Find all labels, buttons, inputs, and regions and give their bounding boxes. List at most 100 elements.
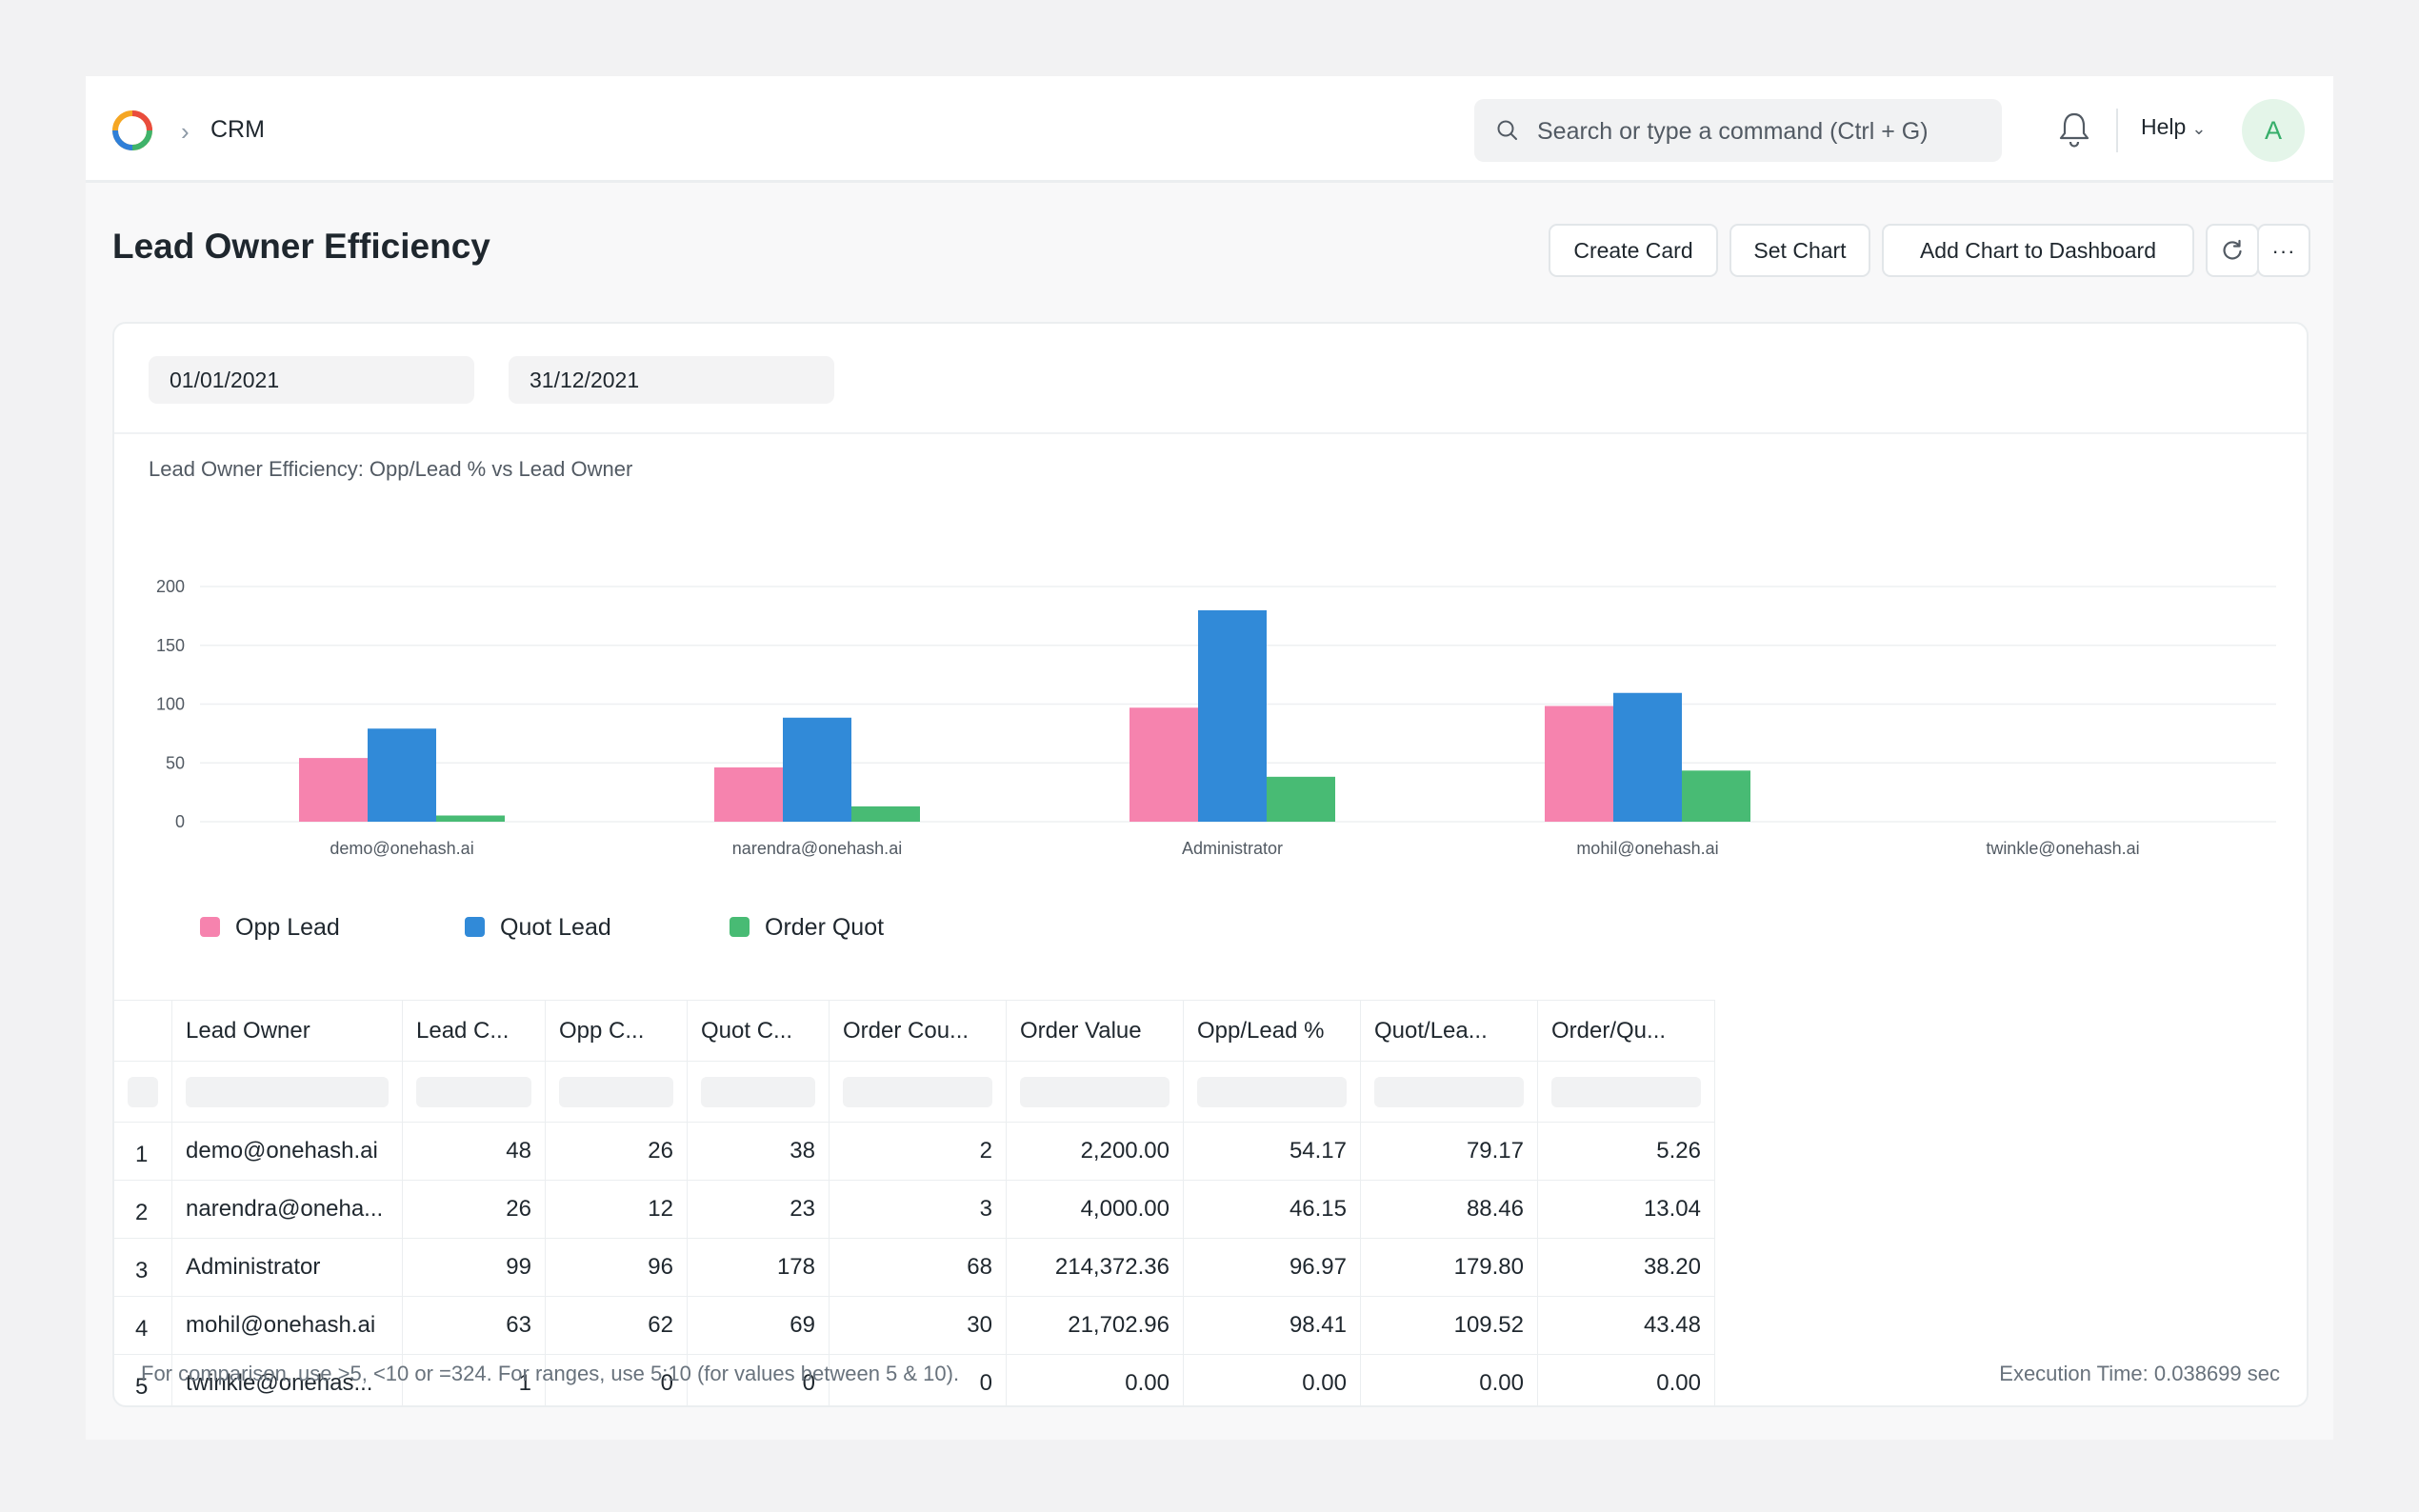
column-filter-input[interactable] bbox=[416, 1076, 531, 1107]
table-cell[interactable]: 12 bbox=[545, 1180, 688, 1239]
table-cell[interactable]: 3 bbox=[829, 1180, 1007, 1239]
help-dropdown[interactable]: Help ⌄ bbox=[2141, 114, 2206, 140]
app-logo-icon[interactable] bbox=[110, 109, 154, 152]
table-cell[interactable]: 13.04 bbox=[1537, 1180, 1715, 1239]
table-cell[interactable]: 38 bbox=[687, 1122, 830, 1181]
table-row[interactable]: 2 narendra@oneha... 26 12 23 3 4,000.00 46.15 88… bbox=[114, 1180, 1715, 1239]
table-row[interactable]: 3 Administrator 99 96 178 68 214,372.36 96.97 17… bbox=[114, 1238, 1715, 1297]
table-cell[interactable]: 99 bbox=[402, 1238, 546, 1297]
table-cell[interactable]: 178 bbox=[687, 1238, 830, 1297]
table-cell[interactable]: 69 bbox=[687, 1296, 830, 1355]
column-filter-input[interactable] bbox=[1551, 1076, 1701, 1107]
lead-owner-cell[interactable]: mohil@onehash.ai bbox=[171, 1296, 403, 1355]
table-cell[interactable]: 46.15 bbox=[1183, 1180, 1361, 1239]
column-filter-input[interactable] bbox=[1020, 1076, 1170, 1107]
table-cell[interactable]: 30 bbox=[829, 1296, 1007, 1355]
to-date-field[interactable]: 31/12/2021 bbox=[509, 356, 834, 404]
filter-checkbox[interactable] bbox=[128, 1076, 158, 1107]
table-cell[interactable]: 54.17 bbox=[1183, 1122, 1361, 1181]
column-filter-input[interactable] bbox=[1197, 1076, 1347, 1107]
table-cell[interactable]: 96 bbox=[545, 1238, 688, 1297]
table-cell[interactable]: 38.20 bbox=[1537, 1238, 1715, 1297]
table-cell[interactable]: 214,372.36 bbox=[1006, 1238, 1184, 1297]
table-cell[interactable]: 2,200.00 bbox=[1006, 1122, 1184, 1181]
execution-time: Execution Time: 0.038699 sec bbox=[1999, 1362, 2280, 1385]
table-cell[interactable]: 98.41 bbox=[1183, 1296, 1361, 1355]
table-cell[interactable]: 63 bbox=[402, 1296, 546, 1355]
table-cell[interactable]: 26 bbox=[545, 1122, 688, 1181]
table-cell[interactable]: 48 bbox=[402, 1122, 546, 1181]
set-chart-button[interactable]: Set Chart bbox=[1729, 224, 1870, 277]
breadcrumb-crm[interactable]: CRM bbox=[210, 116, 265, 143]
legend-item[interactable]: Opp Lead bbox=[200, 914, 340, 942]
table-cell[interactable]: 0 bbox=[687, 1354, 830, 1405]
table-cell[interactable]: 96.97 bbox=[1183, 1238, 1361, 1297]
lead-owner-cell[interactable]: Administrator bbox=[171, 1238, 403, 1297]
search-bar[interactable]: Search or type a command (Ctrl + G) bbox=[1474, 99, 2002, 162]
bar-order-quot[interactable] bbox=[1267, 776, 1335, 822]
table-cell[interactable]: 43.48 bbox=[1537, 1296, 1715, 1355]
table-cell[interactable]: 1 bbox=[402, 1354, 546, 1405]
bar-quot-lead[interactable] bbox=[1613, 692, 1682, 822]
table-cell[interactable]: 0.00 bbox=[1537, 1354, 1715, 1405]
column-filter-input[interactable] bbox=[843, 1076, 992, 1107]
bar-quot-lead[interactable] bbox=[783, 717, 851, 822]
bar-quot-lead[interactable] bbox=[368, 728, 436, 822]
bar-quot-lead[interactable] bbox=[1198, 609, 1267, 822]
lead-owner-cell[interactable]: narendra@oneha... bbox=[171, 1180, 403, 1239]
table-cell[interactable]: 0 bbox=[545, 1354, 688, 1405]
table-cell[interactable]: 79.17 bbox=[1360, 1122, 1538, 1181]
column-filter-input[interactable] bbox=[186, 1076, 389, 1107]
table-cell[interactable]: 0 bbox=[829, 1354, 1007, 1405]
column-header[interactable]: Opp C... bbox=[545, 1000, 688, 1062]
bar-order-quot[interactable] bbox=[851, 806, 920, 822]
avatar[interactable]: A bbox=[2242, 99, 2305, 162]
column-filter-input[interactable] bbox=[559, 1076, 673, 1107]
legend-item[interactable]: Quot Lead bbox=[465, 914, 611, 942]
column-header[interactable]: Order/Qu... bbox=[1537, 1000, 1715, 1062]
table-cell[interactable]: 62 bbox=[545, 1296, 688, 1355]
column-header[interactable]: Lead Owner bbox=[171, 1000, 403, 1062]
column-filter-input[interactable] bbox=[701, 1076, 815, 1107]
bar-opp-lead[interactable] bbox=[1130, 707, 1198, 822]
table-cell[interactable]: 4,000.00 bbox=[1006, 1180, 1184, 1239]
table-row[interactable]: 4 mohil@onehash.ai 63 62 69 30 21,702.96 98.41 1… bbox=[114, 1296, 1715, 1355]
table-cell[interactable]: 23 bbox=[687, 1180, 830, 1239]
y-tick-label: 50 bbox=[166, 753, 185, 772]
table-cell[interactable]: 0.00 bbox=[1183, 1354, 1361, 1405]
more-options-button[interactable]: ··· bbox=[2257, 224, 2310, 277]
table-cell[interactable]: 109.52 bbox=[1360, 1296, 1538, 1355]
add-chart-to-dashboard-button[interactable]: Add Chart to Dashboard bbox=[1882, 224, 2194, 277]
lead-owner-cell[interactable]: demo@onehash.ai bbox=[171, 1122, 403, 1181]
table-cell[interactable]: 26 bbox=[402, 1180, 546, 1239]
column-header[interactable]: Quot C... bbox=[687, 1000, 830, 1062]
search-input[interactable]: Search or type a command (Ctrl + G) bbox=[1537, 118, 1929, 145]
create-card-button[interactable]: Create Card bbox=[1549, 224, 1718, 277]
legend-item[interactable]: Order Quot bbox=[730, 914, 884, 942]
table-cell[interactable]: 0.00 bbox=[1006, 1354, 1184, 1405]
column-header[interactable]: Order Value bbox=[1006, 1000, 1184, 1062]
column-filter-input[interactable] bbox=[1374, 1076, 1524, 1107]
bar-order-quot[interactable] bbox=[1682, 770, 1750, 822]
lead-owner-cell[interactable]: twinkle@onehas... bbox=[171, 1354, 403, 1405]
bar-order-quot[interactable] bbox=[436, 815, 505, 822]
table-cell[interactable]: 21,702.96 bbox=[1006, 1296, 1184, 1355]
column-header[interactable]: Lead C... bbox=[402, 1000, 546, 1062]
column-header[interactable]: Quot/Lea... bbox=[1360, 1000, 1538, 1062]
table-row[interactable]: 1 demo@onehash.ai 48 26 38 2 2,200.00 54.17 79.1… bbox=[114, 1122, 1715, 1181]
bar-opp-lead[interactable] bbox=[714, 767, 783, 822]
from-date-field[interactable]: 01/01/2021 bbox=[149, 356, 474, 404]
column-header[interactable]: Opp/Lead % bbox=[1183, 1000, 1361, 1062]
table-row[interactable]: 5 twinkle@onehas... 1 0 0 0 0.00 0.00 0.00 0.00 bbox=[114, 1354, 1715, 1405]
bell-icon[interactable] bbox=[2055, 109, 2093, 150]
column-header[interactable]: Order Cou... bbox=[829, 1000, 1007, 1062]
bar-opp-lead[interactable] bbox=[1545, 706, 1613, 822]
table-cell[interactable]: 5.26 bbox=[1537, 1122, 1715, 1181]
refresh-button[interactable] bbox=[2206, 224, 2259, 277]
table-cell[interactable]: 179.80 bbox=[1360, 1238, 1538, 1297]
bar-opp-lead[interactable] bbox=[299, 758, 368, 822]
table-cell[interactable]: 88.46 bbox=[1360, 1180, 1538, 1239]
table-cell[interactable]: 0.00 bbox=[1360, 1354, 1538, 1405]
table-cell[interactable]: 68 bbox=[829, 1238, 1007, 1297]
table-cell[interactable]: 2 bbox=[829, 1122, 1007, 1181]
